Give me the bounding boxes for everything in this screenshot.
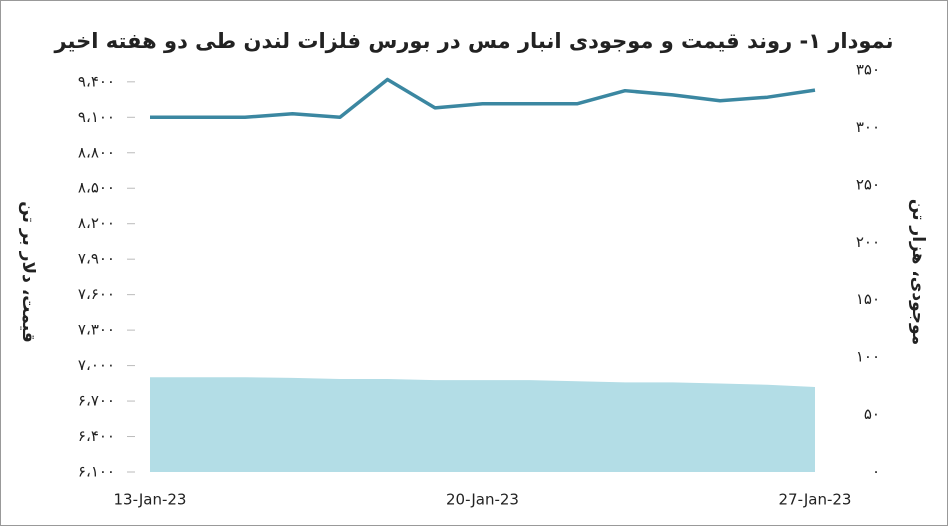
x-tick-label: 20-Jan-23 — [446, 491, 519, 509]
x-tick-label: 13-Jan-23 — [114, 491, 187, 509]
y-tick-label: ۶،۴۰۰ — [78, 427, 115, 445]
y-tick-label: ۸،۸۰۰ — [78, 143, 115, 161]
y-tick-label: ۶،۱۰۰ — [78, 463, 115, 481]
y-tick-label: ۷،۰۰۰ — [78, 356, 115, 374]
y-tick-label: ۷،۳۰۰ — [78, 321, 115, 339]
y2-tick-label: ۱۵۰ — [856, 290, 880, 308]
y2-tick-label: ۲۰۰ — [856, 233, 880, 251]
y-tick-label: ۶،۷۰۰ — [78, 392, 115, 410]
y-tick-label: ۷،۹۰۰ — [78, 250, 115, 268]
y2-tick-label: ۲۵۰ — [856, 175, 880, 193]
y-tick-label: ۸،۲۰۰ — [78, 214, 115, 232]
y2-axis-label: موجودی، هزار تن — [908, 199, 928, 345]
line — [150, 77, 816, 120]
y2-tick-label: ۵۰ — [864, 405, 880, 423]
y-axis-label: قیمت، دلار بر تن — [18, 201, 38, 343]
area — [150, 377, 815, 472]
y2-tick-label: ۳۵۰ — [856, 61, 880, 79]
y-tick-label: ۹،۴۰۰ — [78, 72, 115, 90]
y2-tick-label: ۱۰۰ — [856, 348, 880, 366]
y-tick-label: ۷،۶۰۰ — [78, 285, 115, 303]
x-tick-label: 27-Jan-23 — [779, 491, 852, 509]
y2-tick-label: ۳۰۰ — [856, 118, 880, 136]
y-tick-label: ۸،۵۰۰ — [78, 179, 115, 197]
chart-title: نمودار ۱- روند قیمت و موجودی انبار مس در… — [53, 29, 893, 53]
y2-tick-label: ۰ — [872, 463, 880, 481]
y-tick-label: ۹،۱۰۰ — [78, 108, 115, 126]
